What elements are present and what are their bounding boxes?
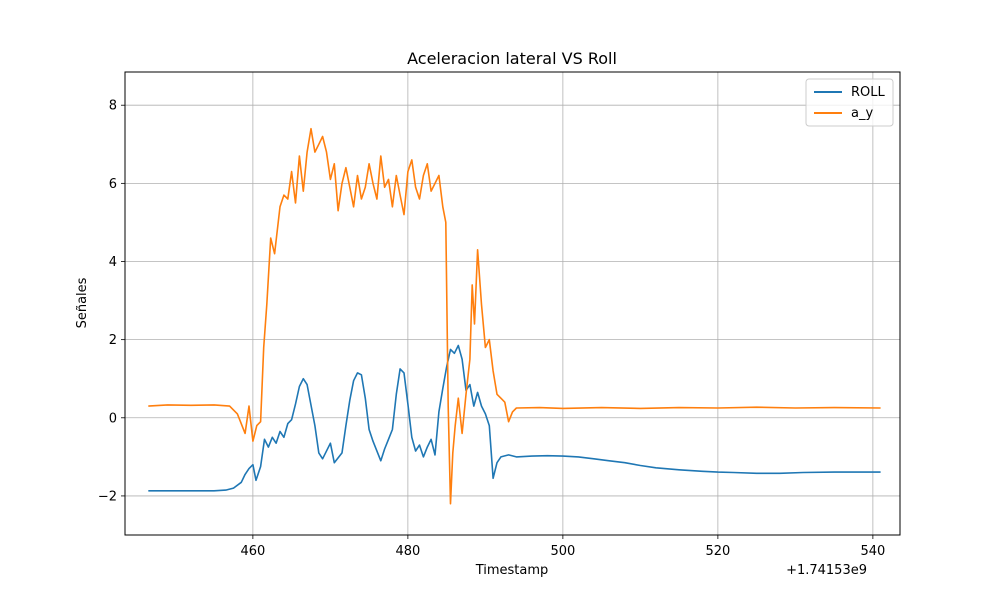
y-tick-label: 8 xyxy=(109,99,117,114)
legend-box xyxy=(805,78,894,127)
y-tick-label: 6 xyxy=(109,177,117,192)
x-axis-offset: +1.74153e9 xyxy=(786,563,867,578)
series-line-a-y xyxy=(148,127,881,505)
y-tick-label: 2 xyxy=(109,333,117,348)
grid xyxy=(125,72,900,535)
x-tick-label: 540 xyxy=(860,544,885,559)
plot-area xyxy=(125,72,900,535)
x-tick-label: 460 xyxy=(240,544,265,559)
x-axis-label: Timestamp xyxy=(475,563,549,578)
y-axis-label: Señales xyxy=(75,277,90,328)
x-tick-label: 480 xyxy=(395,544,420,559)
series-line-roll xyxy=(148,344,881,492)
x-tick-label: 500 xyxy=(550,544,575,559)
chart-title: Aceleracion lateral VS Roll xyxy=(407,49,617,68)
legend-ay-label: a_y xyxy=(851,106,873,121)
plot-frame xyxy=(124,71,901,536)
series-lines xyxy=(148,127,881,505)
legend-roll-label: ROLL xyxy=(851,85,886,100)
y-tick-label: −2 xyxy=(98,489,117,504)
y-tick-label: 0 xyxy=(109,411,117,426)
legend: ROLL a_y xyxy=(805,78,894,127)
axis-ticks: 460 480 500 520 540 −2 0 2 4 6 8 xyxy=(98,99,885,559)
y-tick-label: 4 xyxy=(109,255,117,270)
x-tick-label: 520 xyxy=(705,544,730,559)
